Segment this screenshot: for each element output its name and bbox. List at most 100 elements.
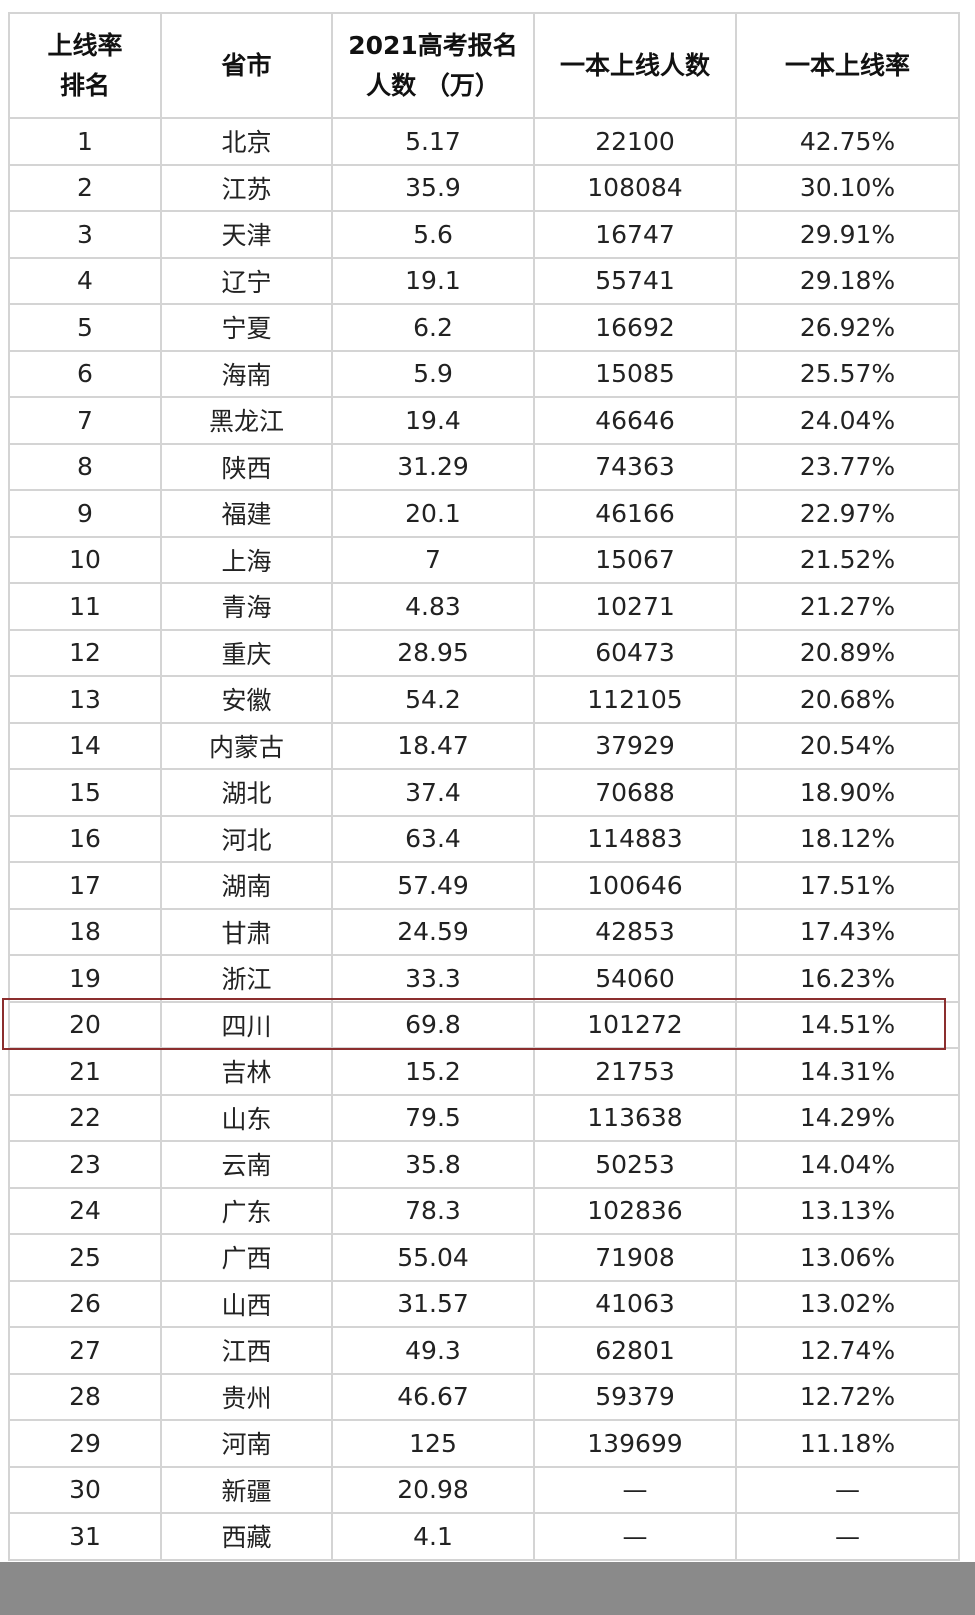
cell-province: 青海 [160,582,333,631]
cell-province: 四川 [160,1000,333,1049]
cell-province: 北京 [160,117,333,166]
cell-tier1-count: 42853 [533,907,737,956]
cell-tier1-count: 62801 [533,1326,737,1375]
cell-rank: 27 [8,1326,162,1375]
cell-tier1-count: 112105 [533,675,737,724]
cell-rank: 21 [8,1047,162,1096]
header-rank: 上线率 排名 [8,12,162,119]
cell-tier1-count: — [533,1465,737,1514]
cell-province: 新疆 [160,1465,333,1514]
cell-registrants: 55.04 [331,1233,535,1282]
cell-rank: 25 [8,1233,162,1282]
cell-tier1-rate: 18.12% [735,814,960,863]
cell-tier1-count: 15085 [533,349,737,398]
table-header-row: 上线率 排名 省市 2021高考报名 人数 （万） 一本上线人数 一本上线率 [8,12,960,119]
cell-province: 山西 [160,1279,333,1328]
cell-rank: 4 [8,256,162,305]
table-row: 27 江西 49.3 62801 12.74% [8,1326,960,1375]
cell-province: 天津 [160,210,333,259]
cell-rank: 23 [8,1140,162,1189]
table-row: 14 内蒙古 18.47 37929 20.54% [8,721,960,770]
cell-rank: 3 [8,210,162,259]
cell-tier1-rate: 29.91% [735,210,960,259]
cell-tier1-count: 55741 [533,256,737,305]
cell-registrants: 37.4 [331,768,535,817]
header-text: 2021高考报名 [348,30,518,60]
cell-province: 宁夏 [160,303,333,352]
cell-tier1-count: 108084 [533,163,737,212]
cell-rank: 11 [8,582,162,631]
college-entrance-rate-table: 上线率 排名 省市 2021高考报名 人数 （万） 一本上线人数 一本上线率 1 北京 5.17… [8,12,960,1561]
table-row: 8 陕西 31.29 74363 23.77% [8,442,960,491]
cell-rank: 12 [8,628,162,677]
cell-tier1-count: 46646 [533,396,737,445]
cell-tier1-count: 54060 [533,954,737,1003]
cell-tier1-rate: 22.97% [735,489,960,538]
cell-province: 西藏 [160,1512,333,1561]
cell-province: 河南 [160,1419,333,1468]
header-text: 一本上线人数 [559,50,710,80]
cell-province: 上海 [160,535,333,584]
cell-tier1-count: 50253 [533,1140,737,1189]
cell-tier1-count: 101272 [533,1000,737,1049]
cell-rank: 7 [8,396,162,445]
cell-province: 山东 [160,1093,333,1142]
cell-registrants: 46.67 [331,1372,535,1421]
bottom-bar [0,1562,975,1615]
table-row: 15 湖北 37.4 70688 18.90% [8,768,960,817]
cell-tier1-count: — [533,1512,737,1561]
cell-tier1-count: 102836 [533,1186,737,1235]
cell-province: 甘肃 [160,907,333,956]
cell-registrants: 24.59 [331,907,535,956]
table-row: 21 吉林 15.2 21753 14.31% [8,1047,960,1096]
cell-tier1-count: 37929 [533,721,737,770]
cell-tier1-count: 16747 [533,210,737,259]
cell-tier1-rate: 42.75% [735,117,960,166]
cell-rank: 20 [8,1000,162,1049]
table-row: 26 山西 31.57 41063 13.02% [8,1279,960,1328]
cell-registrants: 19.1 [331,256,535,305]
cell-province: 广西 [160,1233,333,1282]
cell-rank: 30 [8,1465,162,1514]
cell-registrants: 54.2 [331,675,535,724]
cell-registrants: 4.83 [331,582,535,631]
cell-rank: 28 [8,1372,162,1421]
cell-tier1-count: 21753 [533,1047,737,1096]
table-row: 18 甘肃 24.59 42853 17.43% [8,907,960,956]
table-row: 20 四川 69.8 101272 14.51% [8,1000,960,1049]
table-row: 31 西藏 4.1— — [8,1512,960,1561]
cell-tier1-count: 74363 [533,442,737,491]
cell-registrants: 69.8 [331,1000,535,1049]
cell-tier1-count: 70688 [533,768,737,817]
cell-province: 海南 [160,349,333,398]
table-row: 25 广西 55.04 71908 13.06% [8,1233,960,1282]
cell-rank: 10 [8,535,162,584]
cell-rank: 1 [8,117,162,166]
table-row: 30 新疆 20.98— — [8,1465,960,1514]
cell-tier1-count: 46166 [533,489,737,538]
cell-rank: 9 [8,489,162,538]
cell-rank: 8 [8,442,162,491]
cell-tier1-rate: 20.54% [735,721,960,770]
header-registrants: 2021高考报名 人数 （万） [331,12,535,119]
cell-province: 云南 [160,1140,333,1189]
table-row: 12 重庆 28.95 60473 20.89% [8,628,960,677]
cell-tier1-rate: 21.52% [735,535,960,584]
cell-registrants: 57.49 [331,861,535,910]
header-text: 上线率 [47,30,123,60]
cell-tier1-rate: 13.06% [735,1233,960,1282]
cell-registrants: 31.57 [331,1279,535,1328]
cell-province: 江西 [160,1326,333,1375]
cell-rank: 19 [8,954,162,1003]
cell-rank: 6 [8,349,162,398]
cell-tier1-rate: 13.02% [735,1279,960,1328]
table-row: 16 河北 63.4 114883 18.12% [8,814,960,863]
cell-tier1-rate: 14.04% [735,1140,960,1189]
header-text: 排名 [59,70,110,100]
table-row: 3 天津 5.6 16747 29.91% [8,210,960,259]
header-province: 省市 [160,12,333,119]
table-row: 11 青海 4.83 10271 21.27% [8,582,960,631]
cell-tier1-rate: — [735,1512,960,1561]
cell-registrants: 35.9 [331,163,535,212]
cell-tier1-rate: 12.72% [735,1372,960,1421]
